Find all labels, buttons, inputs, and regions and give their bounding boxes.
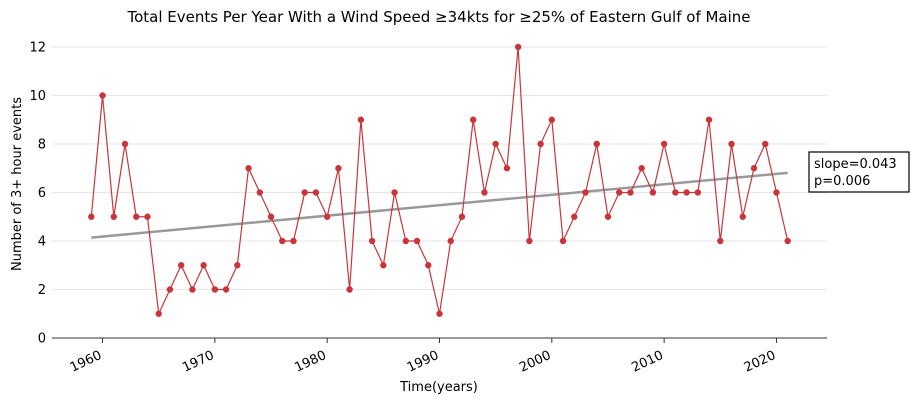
data-point [256, 189, 263, 196]
data-point [335, 165, 342, 172]
data-point [245, 165, 252, 172]
data-point [728, 140, 735, 148]
data-point [705, 116, 713, 123]
data-point [481, 189, 488, 196]
data-point [638, 165, 645, 172]
x-tick-label: 2010 [629, 348, 665, 376]
data-point [683, 189, 690, 196]
data-point [312, 189, 320, 196]
series-line [90, 46, 789, 316]
data-point [380, 262, 387, 269]
data-point [121, 140, 129, 148]
data-point [537, 140, 544, 148]
data-point [166, 286, 174, 293]
data-point [110, 213, 117, 220]
data-point [559, 237, 567, 245]
slope-text: slope=0.043 [814, 157, 897, 172]
data-point [144, 213, 151, 220]
data-point [99, 92, 106, 99]
data-point [368, 237, 376, 245]
y-tick-label: 0 [38, 332, 46, 347]
data-point [784, 237, 791, 245]
data-point [323, 213, 331, 220]
x-axis-label: Time(years) [399, 380, 478, 395]
data-point [133, 213, 140, 220]
p-value-text: p=0.006 [814, 174, 870, 189]
x-tick-label: 1980 [293, 348, 329, 376]
data-point [582, 189, 589, 196]
y-tick-label: 2 [38, 283, 46, 298]
data-point [267, 213, 275, 220]
x-tick-label: 1960 [68, 348, 104, 376]
y-axis-label: Number of 3+ hour events [10, 97, 25, 271]
y-tick-label: 4 [38, 234, 46, 249]
trend-layer [91, 171, 788, 239]
data-point [211, 286, 219, 293]
data-point [222, 286, 230, 293]
data-point [290, 237, 297, 245]
data-point [413, 237, 421, 245]
x-tick-label: 2020 [742, 348, 778, 376]
series-layer [88, 43, 791, 317]
stats-annotation-box [808, 151, 910, 193]
stats-annotation: slope=0.043 p=0.006 [808, 151, 910, 193]
data-point [593, 140, 600, 148]
y-tick-label: 10 [29, 89, 46, 104]
data-point [357, 116, 365, 123]
data-point [301, 189, 308, 196]
data-point [391, 189, 398, 196]
data-point [469, 116, 477, 123]
x-tick-label: 2000 [517, 348, 553, 376]
data-point [627, 189, 634, 196]
data-point [503, 165, 511, 172]
data-point [346, 286, 353, 293]
x-tick-label: 1970 [180, 348, 216, 376]
data-point [548, 116, 556, 123]
y-tick-label: 6 [38, 186, 46, 201]
data-point [177, 262, 185, 269]
data-point [492, 140, 499, 148]
data-point [739, 213, 746, 220]
data-point [279, 237, 286, 245]
data-point [458, 213, 466, 220]
axes: 0 2 4 6 8 10 12 1960 1970 1980 1990 2000 2010 2020 [29, 40, 827, 376]
data-point [694, 189, 702, 196]
data-point [447, 237, 454, 245]
data-point [717, 237, 724, 245]
data-point [604, 213, 612, 220]
data-point [762, 140, 769, 148]
y-tick-label: 12 [29, 40, 46, 55]
trend-line [91, 171, 788, 239]
data-point [660, 140, 668, 148]
x-tick-label: 1990 [405, 348, 441, 376]
data-point [200, 262, 207, 269]
data-point [649, 189, 657, 196]
data-point [672, 189, 679, 196]
data-point [155, 310, 162, 317]
data-point [234, 262, 241, 269]
data-point [773, 189, 780, 196]
data-point [425, 262, 432, 269]
data-point [514, 43, 522, 51]
grid [52, 46, 827, 290]
data-point [189, 286, 196, 293]
data-point [571, 213, 578, 220]
data-point [750, 165, 758, 172]
data-point [88, 213, 95, 220]
data-point [526, 237, 533, 245]
y-tick-label: 8 [38, 137, 46, 152]
data-point [436, 310, 443, 317]
data-point [402, 237, 410, 245]
data-point [616, 189, 623, 196]
chart-title: Total Events Per Year With a Wind Speed … [126, 8, 750, 26]
